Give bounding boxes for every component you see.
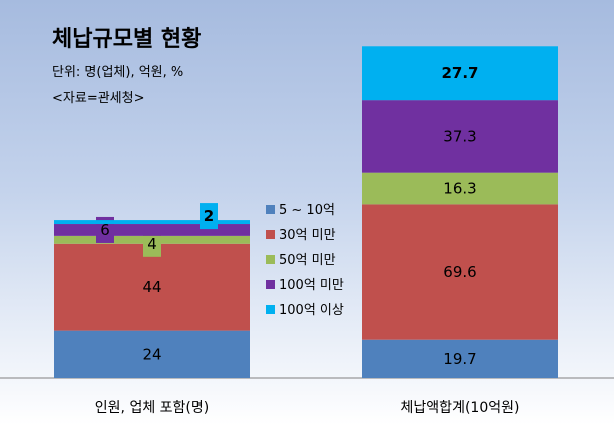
data-label-1-2: 16.3 xyxy=(443,180,476,198)
data-label-0-2: 4 xyxy=(147,235,157,253)
category-label-1: 체납액합계(10억원) xyxy=(401,400,520,416)
data-label-0-4: 2 xyxy=(204,207,214,225)
bar-segment-1-2 xyxy=(362,172,558,205)
bar-segment-1-1 xyxy=(362,204,558,340)
data-label-1-0: 19.7 xyxy=(443,350,476,368)
source-note: <자료=관세청> xyxy=(52,91,144,106)
legend-swatch-2 xyxy=(266,255,275,264)
data-label-1-3: 37.3 xyxy=(443,127,476,145)
legend-label-3: 100억 미만 xyxy=(279,278,344,293)
label-box-0-2 xyxy=(143,230,161,257)
legend-label-2: 50억 미만 xyxy=(279,253,336,268)
bar-segment-0-0 xyxy=(54,330,250,378)
data-label-0-1: 44 xyxy=(142,278,161,296)
label-box-0-4 xyxy=(200,203,218,230)
legend-swatch-3 xyxy=(266,280,275,289)
unit-note: 단위: 명(업체), 억원, % xyxy=(52,65,183,80)
data-label-0-3: 6 xyxy=(100,221,110,239)
legend-label-0: 5 ~ 10억 xyxy=(279,203,335,218)
legend-label-1: 30억 미만 xyxy=(279,228,336,243)
data-label-0-0: 24 xyxy=(142,345,161,363)
bar-segment-0-4 xyxy=(54,220,250,225)
legend-label-4: 100억 이상 xyxy=(279,303,344,318)
bar-segment-1-3 xyxy=(362,100,558,173)
legend-swatch-1 xyxy=(266,230,275,239)
chart-title: 체납규모별 현황 xyxy=(52,27,201,52)
legend-swatch-0 xyxy=(266,205,275,214)
bar-segment-0-1 xyxy=(54,243,250,331)
bar-segment-1-4 xyxy=(362,46,558,101)
bar-segment-0-3 xyxy=(54,224,250,236)
bar-segment-1-0 xyxy=(362,339,558,378)
legend-swatch-4 xyxy=(266,305,275,314)
data-label-1-1: 69.6 xyxy=(443,263,476,281)
category-label-0: 인원, 업체 포함(명) xyxy=(95,400,209,416)
data-label-1-4: 27.7 xyxy=(441,64,478,82)
